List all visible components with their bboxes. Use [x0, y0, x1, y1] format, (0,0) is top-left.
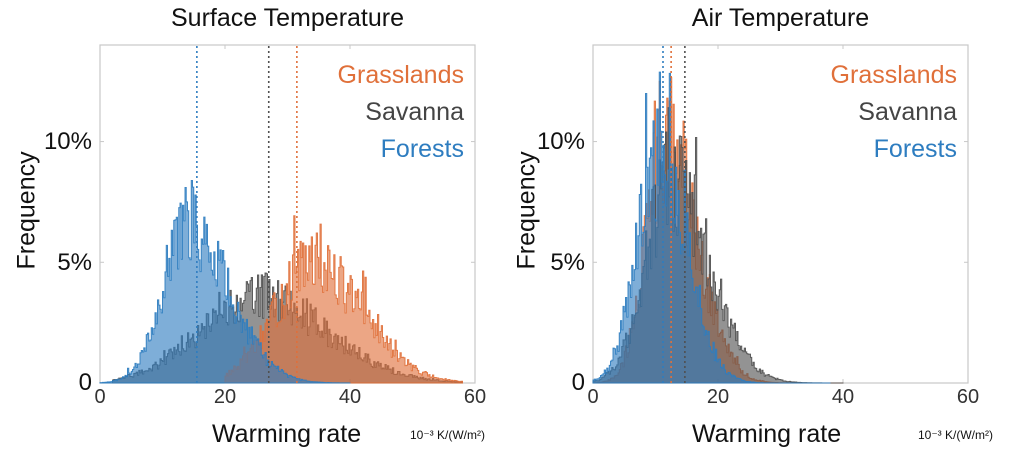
histogram-series-grasslands: [224, 215, 463, 384]
y-tick-label: 5%: [57, 249, 92, 276]
chart-title: Air Temperature: [691, 4, 870, 32]
legend: Grasslands Savanna Forests: [338, 57, 464, 168]
x-tick-label: 0: [94, 386, 106, 408]
y-tick-label: 0: [78, 369, 92, 396]
legend-item-forests: Forests: [873, 135, 957, 163]
x-tick-label: 40: [831, 386, 855, 408]
x-tick-label: 60: [956, 386, 980, 408]
y-tick-label: 10%: [43, 128, 92, 155]
chart-title: Surface Temperature: [171, 4, 404, 32]
x-axis-label: Warming rate: [692, 420, 842, 448]
legend-item-grasslands: Grasslands: [830, 61, 957, 89]
x-tick-label: 20: [706, 386, 730, 408]
legend-item-savanna: Savanna: [365, 98, 464, 126]
legend-item-grasslands: Grasslands: [337, 61, 464, 89]
legend: Grasslands Savanna Forests: [831, 57, 957, 168]
histogram-surface-temperature: [99, 44, 476, 384]
panel-air-temperature: Air Temperature Frequency 10% 5% 0 0 20 …: [512, 0, 1024, 455]
legend-item-forests: Forests: [380, 135, 464, 163]
x-axis-units: 10⁻³ K/(W/m²): [410, 428, 485, 442]
y-tick-label: 10%: [536, 128, 585, 155]
histogram-series-forests: [99, 180, 351, 384]
y-tick-label: 0: [571, 369, 585, 396]
y-tick-label: 5%: [550, 249, 585, 276]
panel-surface-temperature: Surface Temperature Frequency 10% 5% 0 0…: [13, 4, 487, 448]
legend-item-savanna: Savanna: [858, 98, 957, 126]
histogram-series-forests: [592, 71, 831, 384]
x-axis-label: Warming rate: [212, 420, 362, 448]
histogram-air-temperature: [592, 44, 969, 384]
x-axis-units: 10⁻³ K/(W/m²): [918, 428, 993, 442]
x-tick-label: 60: [463, 386, 487, 408]
x-tick-label: 0: [587, 386, 599, 408]
x-tick-label: 20: [213, 386, 237, 408]
x-tick-label: 40: [338, 386, 362, 408]
